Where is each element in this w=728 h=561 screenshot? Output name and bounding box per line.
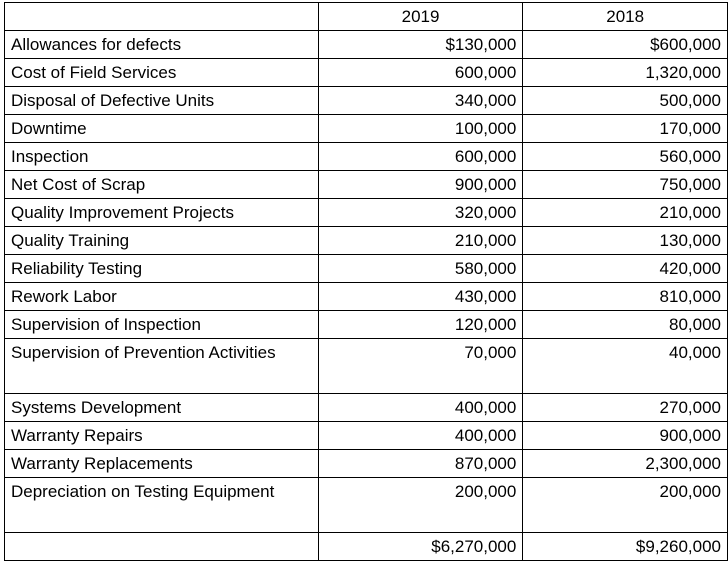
cell-2019: 200,000 xyxy=(317,477,524,533)
row-label: Depreciation on Testing Equipment xyxy=(4,477,319,533)
cell-2019: 70,000 xyxy=(317,338,524,394)
cell-2019: 400,000 xyxy=(317,421,524,450)
row-label: Warranty Replacements xyxy=(4,449,319,478)
row-label: Warranty Repairs xyxy=(4,421,319,450)
row-label: Downtime xyxy=(4,114,319,143)
cell-2019: 600,000 xyxy=(317,142,524,171)
cell-2018: 750,000 xyxy=(522,170,728,199)
total-2019: $6,270,000 xyxy=(317,532,524,561)
table-row: Allowances for defects $130,000 $600,000 xyxy=(4,30,728,59)
cell-2019: $130,000 xyxy=(317,30,524,59)
table-row: Warranty Replacements 870,000 2,300,000 xyxy=(4,449,728,478)
table-row: Downtime 100,000 170,000 xyxy=(4,114,728,143)
row-label: Quality Improvement Projects xyxy=(4,198,319,227)
cell-2018: 900,000 xyxy=(522,421,728,450)
total-label xyxy=(4,532,319,561)
cell-2019: 580,000 xyxy=(317,254,524,283)
header-cell-2019: 2019 xyxy=(317,2,524,31)
cell-2019: 340,000 xyxy=(317,86,524,115)
cell-2018: 170,000 xyxy=(522,114,728,143)
table-row: Supervision of Prevention Activities 70,… xyxy=(4,338,728,394)
header-cell-2018: 2018 xyxy=(522,2,728,31)
cell-2019: 100,000 xyxy=(317,114,524,143)
cell-2018: 80,000 xyxy=(522,310,728,339)
header-row: 2019 2018 xyxy=(4,2,728,31)
cell-2018: 130,000 xyxy=(522,226,728,255)
cell-2018: 270,000 xyxy=(522,393,728,422)
table-row: Depreciation on Testing Equipment 200,00… xyxy=(4,477,728,533)
table-row: Reliability Testing 580,000 420,000 xyxy=(4,254,728,283)
row-label: Rework Labor xyxy=(4,282,319,311)
cell-2019: 120,000 xyxy=(317,310,524,339)
row-label: Cost of Field Services xyxy=(4,58,319,87)
total-2018: $9,260,000 xyxy=(522,532,728,561)
row-label: Net Cost of Scrap xyxy=(4,170,319,199)
table-row: Systems Development 400,000 270,000 xyxy=(4,393,728,422)
row-label: Quality Training xyxy=(4,226,319,255)
cell-2018: 40,000 xyxy=(522,338,728,394)
header-cell-empty xyxy=(4,2,319,31)
cell-2018: 500,000 xyxy=(522,86,728,115)
row-label: Disposal of Defective Units xyxy=(4,86,319,115)
cell-2018: 2,300,000 xyxy=(522,449,728,478)
cell-2018: $600,000 xyxy=(522,30,728,59)
row-label: Inspection xyxy=(4,142,319,171)
quality-cost-table: 2019 2018 Allowances for defects $130,00… xyxy=(4,2,728,561)
row-label: Reliability Testing xyxy=(4,254,319,283)
cell-2018: 420,000 xyxy=(522,254,728,283)
row-label: Systems Development xyxy=(4,393,319,422)
table-row: Supervision of Inspection 120,000 80,000 xyxy=(4,310,728,339)
table-row: Cost of Field Services 600,000 1,320,000 xyxy=(4,58,728,87)
cell-2019: 320,000 xyxy=(317,198,524,227)
cell-2019: 400,000 xyxy=(317,393,524,422)
cell-2018: 560,000 xyxy=(522,142,728,171)
table-row: Quality Improvement Projects 320,000 210… xyxy=(4,198,728,227)
cell-2018: 210,000 xyxy=(522,198,728,227)
row-label: Supervision of Inspection xyxy=(4,310,319,339)
table-row: Warranty Repairs 400,000 900,000 xyxy=(4,421,728,450)
cell-2018: 1,320,000 xyxy=(522,58,728,87)
cell-2019: 210,000 xyxy=(317,226,524,255)
table-row: Disposal of Defective Units 340,000 500,… xyxy=(4,86,728,115)
cell-2019: 870,000 xyxy=(317,449,524,478)
table-row: Quality Training 210,000 130,000 xyxy=(4,226,728,255)
cell-2019: 900,000 xyxy=(317,170,524,199)
cell-2019: 430,000 xyxy=(317,282,524,311)
table-row: Rework Labor 430,000 810,000 xyxy=(4,282,728,311)
cell-2019: 600,000 xyxy=(317,58,524,87)
cell-2018: 200,000 xyxy=(522,477,728,533)
total-row: $6,270,000 $9,260,000 xyxy=(4,532,728,561)
row-label: Supervision of Prevention Activities xyxy=(4,338,319,394)
table-row: Inspection 600,000 560,000 xyxy=(4,142,728,171)
row-label: Allowances for defects xyxy=(4,30,319,59)
table-row: Net Cost of Scrap 900,000 750,000 xyxy=(4,170,728,199)
cell-2018: 810,000 xyxy=(522,282,728,311)
